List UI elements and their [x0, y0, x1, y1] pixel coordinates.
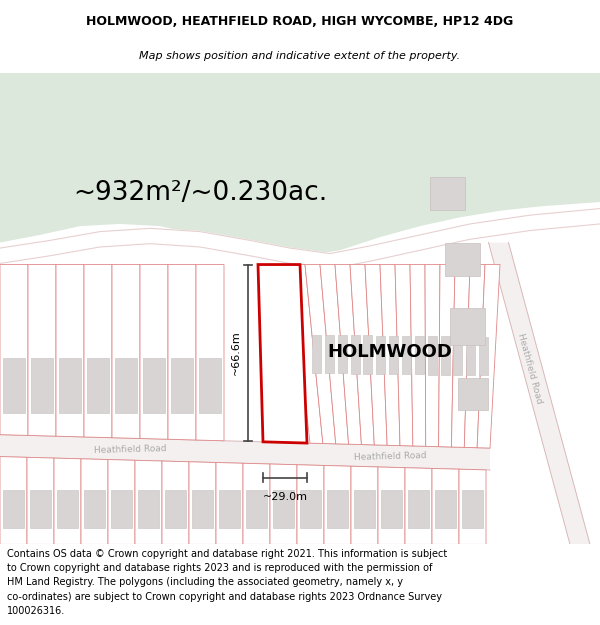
Polygon shape: [335, 264, 361, 444]
Polygon shape: [0, 457, 27, 544]
Bar: [364, 336, 373, 374]
Polygon shape: [0, 72, 600, 257]
Text: HOLMWOOD: HOLMWOOD: [328, 343, 452, 361]
Bar: [479, 337, 488, 376]
Bar: [165, 489, 186, 528]
Polygon shape: [439, 264, 455, 447]
Bar: [376, 336, 385, 374]
Polygon shape: [305, 264, 336, 444]
Polygon shape: [0, 434, 490, 470]
Bar: [192, 489, 213, 528]
Polygon shape: [84, 264, 112, 438]
Bar: [199, 358, 221, 412]
Bar: [454, 337, 463, 375]
Polygon shape: [365, 264, 387, 445]
Polygon shape: [162, 461, 189, 544]
Polygon shape: [488, 242, 590, 544]
Text: Map shows position and indicative extent of the property.: Map shows position and indicative extent…: [139, 51, 461, 61]
Bar: [428, 336, 437, 374]
Bar: [445, 242, 480, 276]
Bar: [84, 489, 105, 528]
Polygon shape: [324, 466, 351, 544]
Polygon shape: [432, 468, 459, 544]
Bar: [327, 489, 348, 528]
Polygon shape: [290, 264, 323, 444]
Bar: [171, 358, 193, 412]
Text: ~29.0m: ~29.0m: [263, 492, 308, 502]
Bar: [325, 335, 334, 373]
Polygon shape: [378, 467, 405, 544]
Polygon shape: [270, 464, 297, 544]
Bar: [389, 336, 398, 374]
Polygon shape: [425, 264, 440, 447]
Bar: [466, 337, 475, 375]
Polygon shape: [451, 264, 470, 448]
Polygon shape: [477, 264, 500, 448]
Text: ~66.6m: ~66.6m: [231, 331, 241, 376]
Polygon shape: [56, 264, 84, 437]
Polygon shape: [216, 462, 243, 544]
Polygon shape: [0, 264, 28, 436]
Polygon shape: [395, 264, 413, 446]
Bar: [138, 489, 159, 528]
Polygon shape: [168, 264, 196, 440]
Polygon shape: [459, 469, 486, 544]
Text: HOLMWOOD, HEATHFIELD ROAD, HIGH WYCOMBE, HP12 4DG: HOLMWOOD, HEATHFIELD ROAD, HIGH WYCOMBE,…: [86, 15, 514, 28]
Bar: [430, 177, 465, 209]
Bar: [30, 489, 51, 528]
Bar: [338, 335, 347, 373]
Bar: [408, 489, 429, 528]
Bar: [115, 358, 137, 412]
Bar: [300, 489, 321, 528]
Polygon shape: [380, 264, 400, 446]
Bar: [31, 358, 53, 412]
Bar: [402, 336, 411, 374]
Bar: [111, 489, 132, 528]
Bar: [462, 489, 483, 528]
Polygon shape: [27, 458, 54, 544]
Polygon shape: [320, 264, 349, 444]
Bar: [3, 489, 24, 528]
Polygon shape: [297, 465, 324, 544]
Polygon shape: [196, 264, 224, 441]
Polygon shape: [189, 462, 216, 544]
Bar: [273, 489, 294, 528]
Text: Heathfield Road: Heathfield Road: [516, 332, 544, 405]
Bar: [312, 334, 321, 373]
Bar: [415, 336, 424, 374]
Polygon shape: [410, 264, 426, 446]
Polygon shape: [135, 460, 162, 544]
Bar: [3, 358, 25, 412]
Bar: [219, 489, 240, 528]
Bar: [59, 358, 81, 412]
Text: Heathfield Road: Heathfield Road: [94, 444, 166, 454]
Polygon shape: [405, 468, 432, 544]
Polygon shape: [258, 264, 307, 443]
Bar: [143, 358, 165, 412]
Bar: [381, 489, 402, 528]
Text: Heathfield Road: Heathfield Road: [353, 451, 427, 462]
Polygon shape: [112, 264, 140, 439]
Polygon shape: [28, 264, 56, 436]
Polygon shape: [464, 264, 485, 448]
Polygon shape: [81, 459, 108, 544]
Bar: [354, 489, 375, 528]
Polygon shape: [351, 466, 378, 544]
Bar: [435, 489, 456, 528]
Text: ~932m²/~0.230ac.: ~932m²/~0.230ac.: [73, 180, 327, 206]
Bar: [458, 378, 488, 411]
Bar: [246, 489, 267, 528]
Bar: [87, 358, 109, 412]
Bar: [440, 336, 449, 375]
Polygon shape: [243, 463, 270, 544]
Polygon shape: [54, 458, 81, 544]
Bar: [450, 308, 485, 344]
Polygon shape: [140, 264, 168, 439]
Text: Contains OS data © Crown copyright and database right 2021. This information is : Contains OS data © Crown copyright and d…: [7, 549, 448, 616]
Polygon shape: [350, 264, 374, 445]
Bar: [57, 489, 78, 528]
Polygon shape: [108, 459, 135, 544]
Bar: [350, 335, 359, 374]
